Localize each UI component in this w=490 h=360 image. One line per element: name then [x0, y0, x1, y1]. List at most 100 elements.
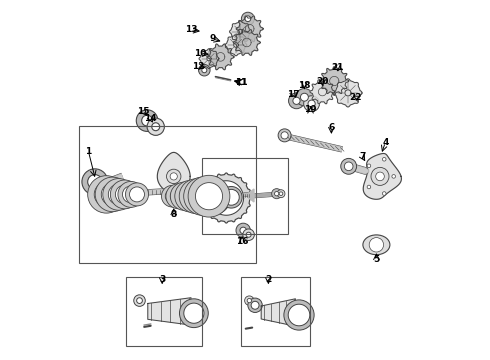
Text: 9: 9: [209, 35, 216, 44]
Circle shape: [341, 158, 357, 174]
Polygon shape: [261, 299, 295, 326]
Circle shape: [308, 100, 315, 107]
Bar: [126, 277, 202, 346]
Text: 1: 1: [85, 147, 92, 156]
Circle shape: [236, 223, 250, 238]
Text: 19: 19: [304, 105, 317, 114]
Circle shape: [293, 97, 300, 104]
Bar: [202, 158, 288, 234]
Circle shape: [367, 164, 371, 168]
Text: 4: 4: [382, 138, 389, 147]
Circle shape: [274, 192, 279, 196]
Circle shape: [300, 93, 308, 101]
Circle shape: [179, 179, 214, 214]
Circle shape: [180, 186, 201, 207]
Circle shape: [184, 303, 204, 323]
Circle shape: [179, 299, 208, 328]
Circle shape: [94, 182, 119, 207]
Text: 13: 13: [185, 26, 197, 35]
Circle shape: [279, 192, 283, 195]
Circle shape: [137, 298, 143, 303]
Polygon shape: [199, 49, 219, 69]
Circle shape: [278, 129, 291, 142]
Circle shape: [344, 162, 353, 171]
Circle shape: [198, 64, 210, 76]
Circle shape: [175, 180, 206, 212]
Circle shape: [118, 181, 144, 207]
Circle shape: [167, 169, 181, 184]
Circle shape: [223, 189, 239, 205]
Circle shape: [125, 184, 145, 204]
Circle shape: [170, 173, 177, 180]
Polygon shape: [363, 153, 401, 199]
Polygon shape: [225, 34, 247, 56]
Circle shape: [243, 229, 254, 240]
Circle shape: [162, 185, 183, 207]
Circle shape: [171, 182, 198, 210]
Bar: [79, 126, 256, 263]
Text: 2: 2: [265, 275, 271, 284]
Circle shape: [304, 96, 319, 112]
Circle shape: [296, 89, 313, 106]
Circle shape: [171, 188, 187, 204]
Text: 7: 7: [359, 152, 366, 161]
Circle shape: [376, 172, 384, 181]
Circle shape: [125, 183, 148, 206]
Circle shape: [103, 179, 134, 210]
Circle shape: [367, 185, 371, 189]
Text: 5: 5: [373, 255, 380, 264]
Circle shape: [382, 192, 386, 195]
Polygon shape: [209, 181, 244, 215]
Circle shape: [82, 169, 108, 195]
Circle shape: [288, 304, 310, 326]
Circle shape: [392, 175, 395, 178]
Polygon shape: [233, 30, 260, 55]
Text: 14: 14: [145, 114, 157, 123]
Polygon shape: [334, 79, 362, 107]
Circle shape: [122, 186, 139, 203]
Circle shape: [371, 167, 389, 185]
Text: 10: 10: [194, 49, 206, 58]
Circle shape: [196, 183, 222, 210]
Circle shape: [88, 175, 102, 189]
Bar: [242, 277, 310, 346]
Circle shape: [116, 185, 134, 204]
Text: 18: 18: [298, 81, 311, 90]
Circle shape: [147, 118, 164, 135]
Polygon shape: [236, 16, 263, 42]
Circle shape: [110, 180, 139, 209]
Text: 17: 17: [287, 90, 300, 99]
Circle shape: [196, 180, 231, 215]
Polygon shape: [157, 152, 190, 194]
Text: 16: 16: [236, 237, 248, 246]
Circle shape: [165, 189, 179, 203]
Text: 11: 11: [235, 78, 247, 87]
Circle shape: [202, 68, 207, 73]
Circle shape: [142, 115, 152, 126]
Text: 15: 15: [137, 107, 150, 116]
Polygon shape: [201, 173, 251, 223]
Circle shape: [184, 177, 222, 215]
Circle shape: [369, 238, 384, 252]
Text: 21: 21: [332, 63, 344, 72]
Ellipse shape: [363, 235, 390, 255]
Text: 12: 12: [192, 62, 204, 71]
Text: 20: 20: [316, 77, 329, 86]
Circle shape: [242, 12, 254, 25]
Circle shape: [247, 298, 251, 303]
Polygon shape: [320, 67, 349, 95]
Circle shape: [245, 16, 251, 22]
Circle shape: [246, 232, 251, 237]
Circle shape: [185, 185, 208, 208]
Circle shape: [129, 189, 141, 200]
Circle shape: [245, 296, 254, 305]
Circle shape: [289, 93, 304, 109]
Circle shape: [281, 132, 288, 139]
Circle shape: [251, 301, 259, 309]
Circle shape: [240, 227, 246, 234]
Circle shape: [95, 177, 130, 212]
Circle shape: [101, 183, 124, 206]
Text: 8: 8: [171, 210, 177, 219]
Circle shape: [88, 176, 125, 213]
Circle shape: [277, 190, 285, 198]
